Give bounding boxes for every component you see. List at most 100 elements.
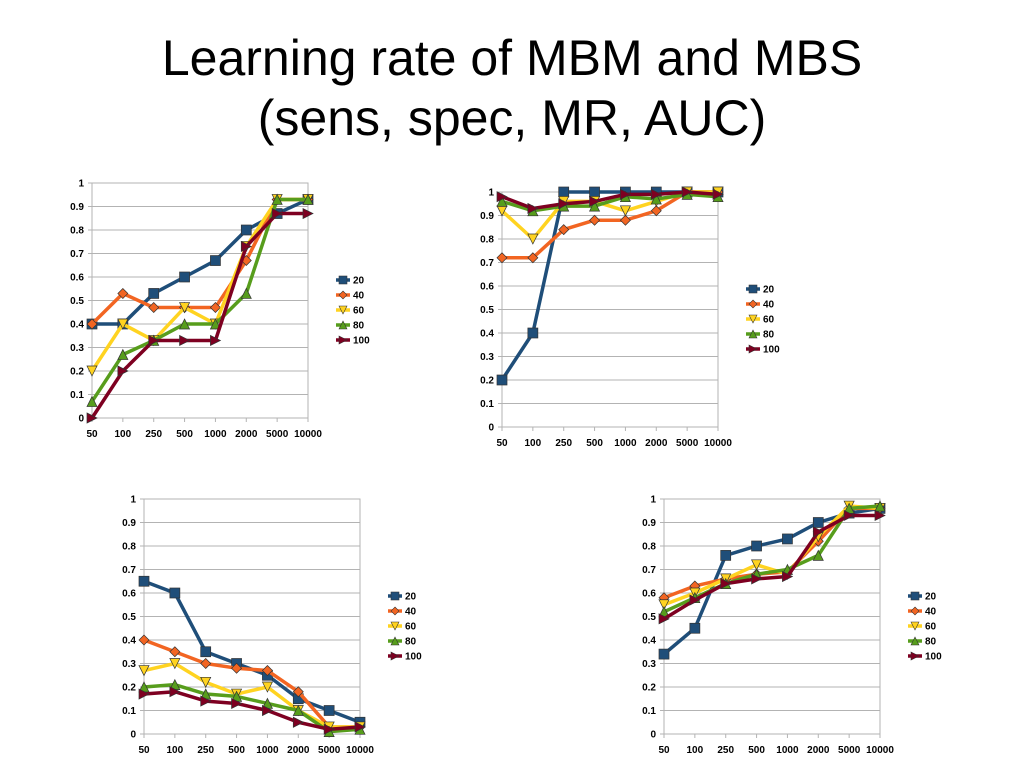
x-tick-label: 1000 — [776, 745, 799, 756]
data-point — [843, 509, 855, 522]
data-point — [117, 365, 129, 377]
data-point — [681, 186, 693, 198]
title-line-2: (sens, spec, MR, AUC) — [257, 90, 767, 146]
data-point — [527, 327, 539, 339]
data-point — [323, 723, 335, 735]
y-tick-label: 0.6 — [70, 273, 84, 284]
data-point — [117, 318, 129, 330]
legend-swatch-marker — [390, 591, 400, 601]
y-tick-label: 0.3 — [480, 352, 494, 363]
data-point — [650, 205, 662, 217]
y-tick-label: 0.8 — [642, 542, 656, 553]
data-point — [323, 705, 335, 716]
x-tick-label: 5000 — [838, 745, 861, 756]
y-tick-label: 1 — [78, 179, 84, 190]
legend-item-100: 100 — [746, 345, 780, 356]
data-point — [496, 191, 508, 203]
legend-label: 20 — [405, 592, 417, 603]
y-tick-label: 0.1 — [480, 399, 494, 410]
legend-item-20: 20 — [908, 592, 937, 603]
y-tick-label: 0.3 — [70, 343, 84, 354]
legend-label: 100 — [925, 652, 942, 663]
series-line-100 — [662, 513, 882, 621]
y-tick-label: 0.7 — [480, 258, 494, 269]
x-tick-label: 10000 — [704, 438, 732, 449]
y-tick-label: 0 — [78, 414, 84, 425]
y-tick-label: 0.7 — [70, 249, 84, 260]
x-tick-label: 1000 — [256, 745, 279, 756]
legend: 20 40 60 80 100 — [908, 592, 942, 663]
data-point — [712, 188, 724, 200]
y-tick-label: 0 — [130, 730, 136, 741]
legend-item-20: 20 — [746, 285, 775, 296]
series-100 — [496, 186, 724, 215]
data-point — [302, 207, 314, 220]
data-point — [86, 365, 98, 377]
data-point — [261, 681, 273, 693]
legend-item-80: 80 — [908, 636, 937, 648]
data-point — [812, 549, 824, 561]
title-line-1: Learning rate of MBM and MBS — [161, 30, 863, 86]
data-point — [751, 540, 762, 552]
x-tick-label: 500 — [228, 745, 245, 756]
data-point — [527, 252, 539, 264]
legend-swatch-marker — [910, 621, 920, 631]
data-point — [261, 665, 273, 677]
legend-label: 60 — [925, 622, 937, 633]
y-tick-label: 0.7 — [122, 565, 136, 576]
x-tick-label: 2000 — [807, 745, 830, 756]
legend-label: 40 — [405, 607, 417, 618]
y-tick-label: 0.5 — [480, 305, 494, 316]
x-tick-label: 250 — [197, 745, 214, 756]
x-tick-label: 5000 — [266, 429, 289, 440]
x-axis-ticks: 50 100 250 500 1000 2000 5000 10000 — [496, 438, 732, 449]
data-point — [589, 195, 601, 207]
data-point — [271, 207, 283, 220]
data-point — [148, 302, 160, 314]
x-tick-label: 250 — [145, 429, 162, 440]
legend-label: 40 — [925, 607, 937, 618]
y-tick-label: 0.9 — [480, 211, 494, 222]
legend-swatch-marker — [390, 636, 400, 646]
legend-item-100: 100 — [336, 336, 370, 347]
legend-label: 100 — [405, 652, 422, 663]
legend-item-60: 60 — [746, 315, 775, 326]
legend-label: 20 — [353, 276, 365, 287]
legend-label: 40 — [353, 291, 365, 302]
y-tick-label: 0.2 — [480, 376, 494, 387]
data-point — [292, 704, 304, 716]
legend-label: 60 — [353, 306, 365, 317]
data-point — [302, 193, 314, 205]
legend-item-80: 80 — [336, 320, 365, 332]
data-point — [689, 622, 701, 634]
data-point — [209, 302, 221, 314]
legend-item-40: 40 — [336, 291, 365, 302]
x-tick-label: 10000 — [866, 745, 894, 756]
x-tick-label: 2000 — [645, 438, 668, 449]
legend-item-20: 20 — [388, 592, 417, 603]
x-tick-label: 100 — [115, 429, 132, 440]
data-point — [496, 374, 508, 386]
data-point — [169, 587, 181, 599]
series-100 — [138, 686, 366, 735]
data-point — [620, 188, 632, 200]
gridlines — [660, 498, 881, 738]
data-point — [169, 686, 181, 698]
x-tick-label: 250 — [555, 438, 572, 449]
legend: 20 40 60 80 100 — [746, 285, 780, 356]
legend-swatch-marker — [338, 305, 348, 315]
data-point — [589, 200, 601, 212]
x-tick-label: 500 — [586, 438, 603, 449]
legend-label: 100 — [763, 345, 780, 356]
legend-label: 60 — [763, 315, 775, 326]
data-point — [231, 697, 243, 710]
legend-item-100: 100 — [388, 652, 422, 663]
legend-item-80: 80 — [746, 329, 775, 341]
data-point — [751, 559, 763, 571]
data-point — [874, 509, 886, 522]
data-point — [138, 575, 150, 587]
y-tick-label: 1 — [130, 495, 136, 506]
data-point — [86, 318, 98, 330]
